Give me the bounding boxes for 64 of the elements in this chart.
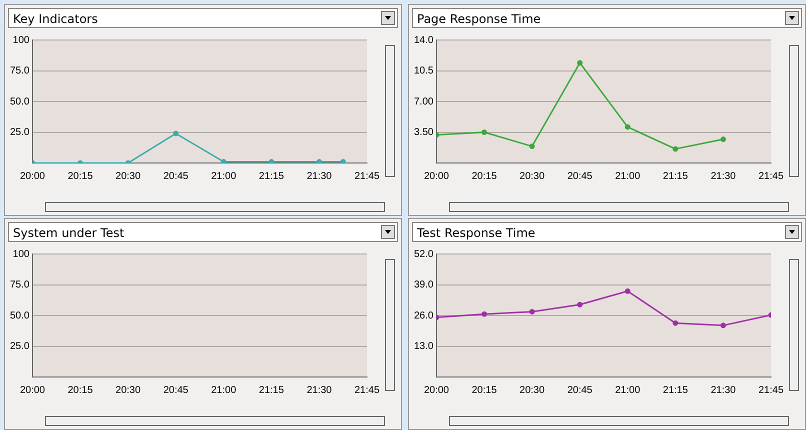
x-tick-label: 21:45 (758, 170, 784, 182)
x-tick-label: 20:45 (163, 384, 189, 396)
y-tick-label: 3.50 (414, 127, 434, 138)
x-tick-label: 21:15 (662, 384, 688, 396)
x-tick-label: 20:15 (472, 170, 498, 182)
x-tick-label: 20:00 (424, 384, 450, 396)
x-tick-label: 20:30 (520, 384, 545, 396)
x-tick-label: 20:15 (68, 170, 94, 182)
y-tick-label: 50.0 (10, 310, 30, 322)
x-tick-label: 21:45 (758, 384, 784, 396)
x-tick-label: 20:30 (116, 170, 141, 182)
x-tick-label: 21:00 (615, 384, 641, 396)
x-tick-label: 20:00 (20, 384, 46, 396)
point (482, 130, 488, 135)
x-tick-label: 21:30 (306, 170, 332, 182)
point (720, 136, 726, 142)
chart-title: System under Test (13, 226, 124, 240)
x-tick-label: 20:15 (472, 384, 498, 396)
x-tick-label: 21:45 (354, 170, 380, 182)
x-tick-label: 20:45 (163, 170, 189, 182)
y-tick-label: 10.5 (414, 66, 434, 76)
point (720, 322, 726, 328)
point (672, 146, 678, 152)
x-tick-label: 20:00 (20, 170, 46, 182)
point (577, 302, 583, 308)
x-tick-label: 21:30 (710, 384, 736, 396)
x-tick-label: 21:00 (211, 384, 237, 396)
chart-title: Key Indicators (13, 12, 98, 26)
x-tick-label: 20:45 (567, 170, 593, 182)
point (482, 311, 488, 317)
x-tick-label: 21:30 (306, 384, 332, 396)
x-tick-label: 21:00 (211, 170, 237, 182)
y-tick-label: 13.0 (414, 341, 434, 352)
point (529, 308, 535, 314)
y-tick-label: 26.0 (414, 310, 434, 322)
y-tick-label: 7.00 (414, 96, 434, 108)
y-tick-label: 50.0 (10, 96, 30, 108)
y-tick-label: 52.0 (414, 248, 434, 260)
x-tick-label: 20:30 (520, 170, 545, 182)
x-tick-label: 20:45 (567, 384, 593, 396)
y-tick-label: 25.0 (10, 341, 30, 352)
x-tick-label: 21:15 (258, 384, 284, 396)
x-tick-label: 21:30 (710, 170, 736, 182)
chart-title: Test Response Time (417, 226, 536, 240)
y-tick-label: 100 (12, 248, 30, 260)
point (672, 320, 678, 326)
point (529, 144, 535, 150)
y-tick-label: 75.0 (10, 280, 30, 290)
point (577, 60, 583, 66)
x-tick-label: 20:00 (424, 170, 450, 182)
y-tick-label: 25.0 (10, 127, 30, 138)
chart-title: Page Response Time (417, 12, 541, 26)
y-tick-label: 39.0 (414, 280, 434, 290)
x-tick-label: 21:45 (354, 384, 380, 396)
x-tick-label: 20:15 (68, 384, 94, 396)
x-tick-label: 21:15 (258, 170, 284, 182)
point (624, 124, 630, 130)
y-tick-label: 100 (12, 34, 30, 46)
x-tick-label: 20:30 (116, 384, 141, 396)
point (624, 288, 630, 294)
x-tick-label: 21:15 (662, 170, 688, 182)
y-tick-label: 14.0 (414, 34, 434, 46)
y-tick-label: 75.0 (10, 66, 30, 76)
x-tick-label: 21:00 (615, 170, 641, 182)
